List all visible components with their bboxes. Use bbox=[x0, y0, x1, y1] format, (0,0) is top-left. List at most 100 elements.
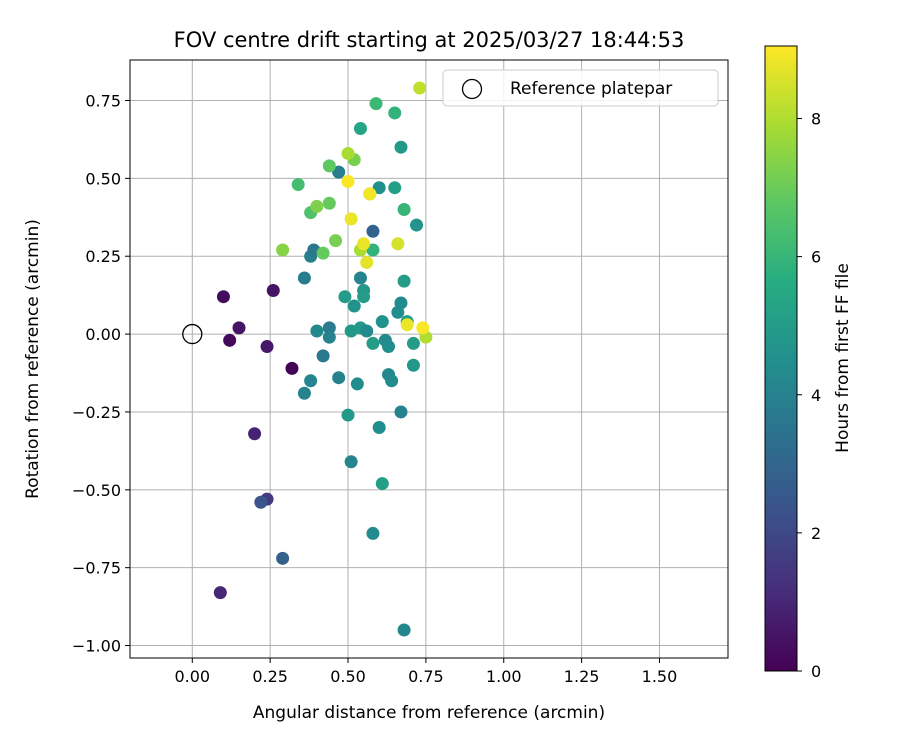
legend-label: Reference platepar bbox=[510, 79, 672, 99]
data-point bbox=[353, 122, 367, 136]
data-point bbox=[406, 336, 420, 350]
data-point bbox=[397, 203, 411, 216]
data-point bbox=[400, 318, 414, 332]
data-point bbox=[397, 274, 411, 288]
y-axis-label: Rotation from reference (arcmin) bbox=[23, 219, 43, 499]
data-point bbox=[297, 271, 311, 285]
data-point bbox=[285, 361, 299, 375]
x-axis-ticks: 0.00 0.25 0.50 0.75 1.00 1.25 1.50 bbox=[174, 658, 677, 686]
data-point bbox=[353, 271, 367, 285]
data-point bbox=[232, 321, 246, 335]
colorbar-tick-label: 6 bbox=[811, 248, 821, 267]
x-tick-label: 0.75 bbox=[408, 667, 444, 686]
colorbar-tick-label: 4 bbox=[811, 386, 821, 405]
data-point bbox=[213, 586, 227, 600]
data-point bbox=[276, 551, 290, 565]
data-point bbox=[406, 358, 420, 372]
y-tick-label: 0.50 bbox=[85, 169, 121, 188]
data-point bbox=[266, 283, 280, 297]
legend: Reference platepar bbox=[442, 69, 719, 107]
data-point bbox=[341, 146, 355, 160]
x-tick-label: 0.00 bbox=[174, 667, 210, 686]
data-point bbox=[366, 224, 380, 238]
data-point bbox=[297, 386, 311, 400]
data-point bbox=[382, 340, 396, 354]
data-point bbox=[391, 237, 405, 251]
y-tick-label: 0.75 bbox=[85, 91, 121, 110]
data-point bbox=[363, 187, 377, 201]
x-tick-label: 1.50 bbox=[642, 667, 678, 686]
data-point bbox=[413, 81, 427, 95]
data-point bbox=[291, 178, 305, 192]
legend-box bbox=[442, 69, 719, 107]
data-points bbox=[213, 81, 433, 637]
data-point bbox=[304, 374, 318, 388]
data-point bbox=[310, 199, 324, 213]
reference-platepar-marker bbox=[182, 323, 203, 345]
data-point bbox=[329, 234, 343, 248]
grid bbox=[130, 60, 728, 658]
x-tick-label: 0.25 bbox=[252, 667, 288, 686]
x-axis-label: Angular distance from reference (arcmin) bbox=[253, 703, 605, 723]
data-point bbox=[360, 324, 374, 338]
chart-title: FOV centre drift starting at 2025/03/27 … bbox=[174, 28, 685, 52]
data-point bbox=[394, 296, 408, 310]
colorbar-tick-label: 2 bbox=[811, 524, 821, 543]
colorbar-gradient bbox=[764, 45, 798, 672]
data-point bbox=[223, 333, 237, 347]
data-point bbox=[366, 526, 380, 540]
data-point bbox=[375, 477, 389, 491]
data-point bbox=[254, 495, 268, 509]
y-axis-ticks: 0.75 0.50 0.25 0.00 −0.25 −0.50 −0.75 −1.00 bbox=[72, 91, 130, 656]
data-point bbox=[360, 255, 374, 269]
data-point bbox=[397, 623, 411, 637]
data-point bbox=[369, 97, 383, 111]
y-tick-label: 0.00 bbox=[85, 325, 121, 344]
y-tick-label: −0.75 bbox=[72, 559, 121, 578]
data-point bbox=[366, 243, 380, 257]
data-point bbox=[322, 159, 336, 173]
data-point bbox=[341, 408, 355, 422]
data-point bbox=[357, 290, 371, 304]
data-point bbox=[322, 321, 336, 335]
plot-frame bbox=[129, 59, 729, 659]
data-point bbox=[341, 174, 355, 188]
data-point bbox=[372, 181, 386, 195]
data-point bbox=[394, 140, 408, 154]
data-point bbox=[248, 427, 262, 441]
data-point bbox=[344, 455, 358, 469]
data-point bbox=[332, 371, 346, 385]
x-tick-label: 1.00 bbox=[486, 667, 522, 686]
y-tick-label: 0.25 bbox=[85, 247, 121, 266]
data-point bbox=[316, 246, 330, 260]
data-point bbox=[357, 237, 371, 251]
x-tick-label: 0.50 bbox=[330, 667, 366, 686]
colorbar-tick-label: 0 bbox=[811, 662, 821, 681]
x-tick-label: 1.25 bbox=[564, 667, 600, 686]
y-tick-label: −0.25 bbox=[72, 403, 121, 422]
data-point bbox=[322, 330, 336, 344]
data-point bbox=[410, 218, 424, 232]
data-point bbox=[416, 321, 430, 335]
data-point bbox=[385, 374, 399, 388]
data-point bbox=[366, 336, 380, 350]
colorbar: 0 2 4 6 8 Hours from first FF file bbox=[764, 45, 853, 681]
y-tick-label: −1.00 bbox=[72, 637, 121, 656]
data-point bbox=[322, 196, 336, 210]
y-tick-label: −0.50 bbox=[72, 481, 121, 500]
legend-marker-circle-icon bbox=[461, 78, 483, 100]
data-point bbox=[394, 405, 408, 419]
data-point bbox=[347, 299, 361, 313]
data-point bbox=[388, 181, 402, 195]
data-point bbox=[276, 243, 290, 257]
data-point bbox=[260, 340, 274, 354]
data-point bbox=[316, 349, 330, 363]
data-point bbox=[310, 324, 324, 338]
data-point bbox=[338, 290, 352, 304]
data-point bbox=[388, 106, 402, 120]
data-point bbox=[375, 315, 389, 329]
colorbar-tick-label: 8 bbox=[811, 110, 821, 129]
colorbar-ticks: 0 2 4 6 8 bbox=[797, 110, 821, 681]
colorbar-label: Hours from first FF file bbox=[833, 263, 853, 453]
